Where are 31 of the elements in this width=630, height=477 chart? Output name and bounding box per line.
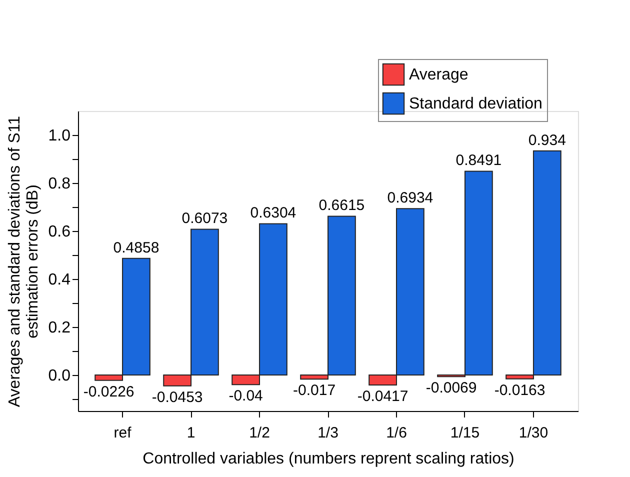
data-label: -0.0163 — [494, 382, 546, 399]
data-label: 0.8491 — [456, 152, 502, 170]
x-tick-label: ref — [114, 424, 132, 442]
data-label: -0.04 — [228, 388, 263, 405]
data-label: -0.017 — [293, 382, 336, 400]
data-label: -0.0069 — [426, 380, 477, 397]
data-label: -0.0453 — [152, 388, 203, 406]
x-tick-label: 1/3 — [318, 424, 338, 442]
data-label: 0.6304 — [250, 204, 296, 222]
data-label: -0.0226 — [83, 383, 134, 400]
x-tick-label: 1 — [186, 424, 196, 442]
data-label: 0.934 — [528, 132, 566, 149]
legend-label: Average — [409, 66, 468, 84]
y-tick-label: 0.0 — [48, 368, 71, 384]
legend-label: Standard deviation — [409, 96, 542, 112]
data-label: 0.4858 — [113, 239, 160, 256]
x-axis-title: Controlled variables (numbers reprent scaling ratios) — [142, 450, 514, 468]
x-tick-label: 1/30 — [518, 424, 548, 442]
x-tick-label: 1/2 — [249, 424, 270, 442]
y-tick-label: 0.6 — [48, 224, 71, 240]
x-tick-label: 1/15 — [450, 424, 480, 442]
y-tick-label: 0.2 — [48, 320, 71, 336]
y-tick-label: 0.8 — [48, 176, 71, 192]
y-tick-label: 1.0 — [48, 128, 71, 144]
y-tick-label: 0.4 — [48, 272, 71, 288]
y-axis-title: Averages and standard deviations of S11 estimation errors (dB) — [6, 116, 42, 408]
x-tick-label: 1/6 — [386, 424, 407, 442]
data-label: 0.6073 — [182, 210, 228, 228]
data-label: 0.6615 — [318, 197, 365, 214]
data-label: 0.6934 — [387, 190, 434, 207]
data-label: -0.0417 — [357, 388, 408, 406]
